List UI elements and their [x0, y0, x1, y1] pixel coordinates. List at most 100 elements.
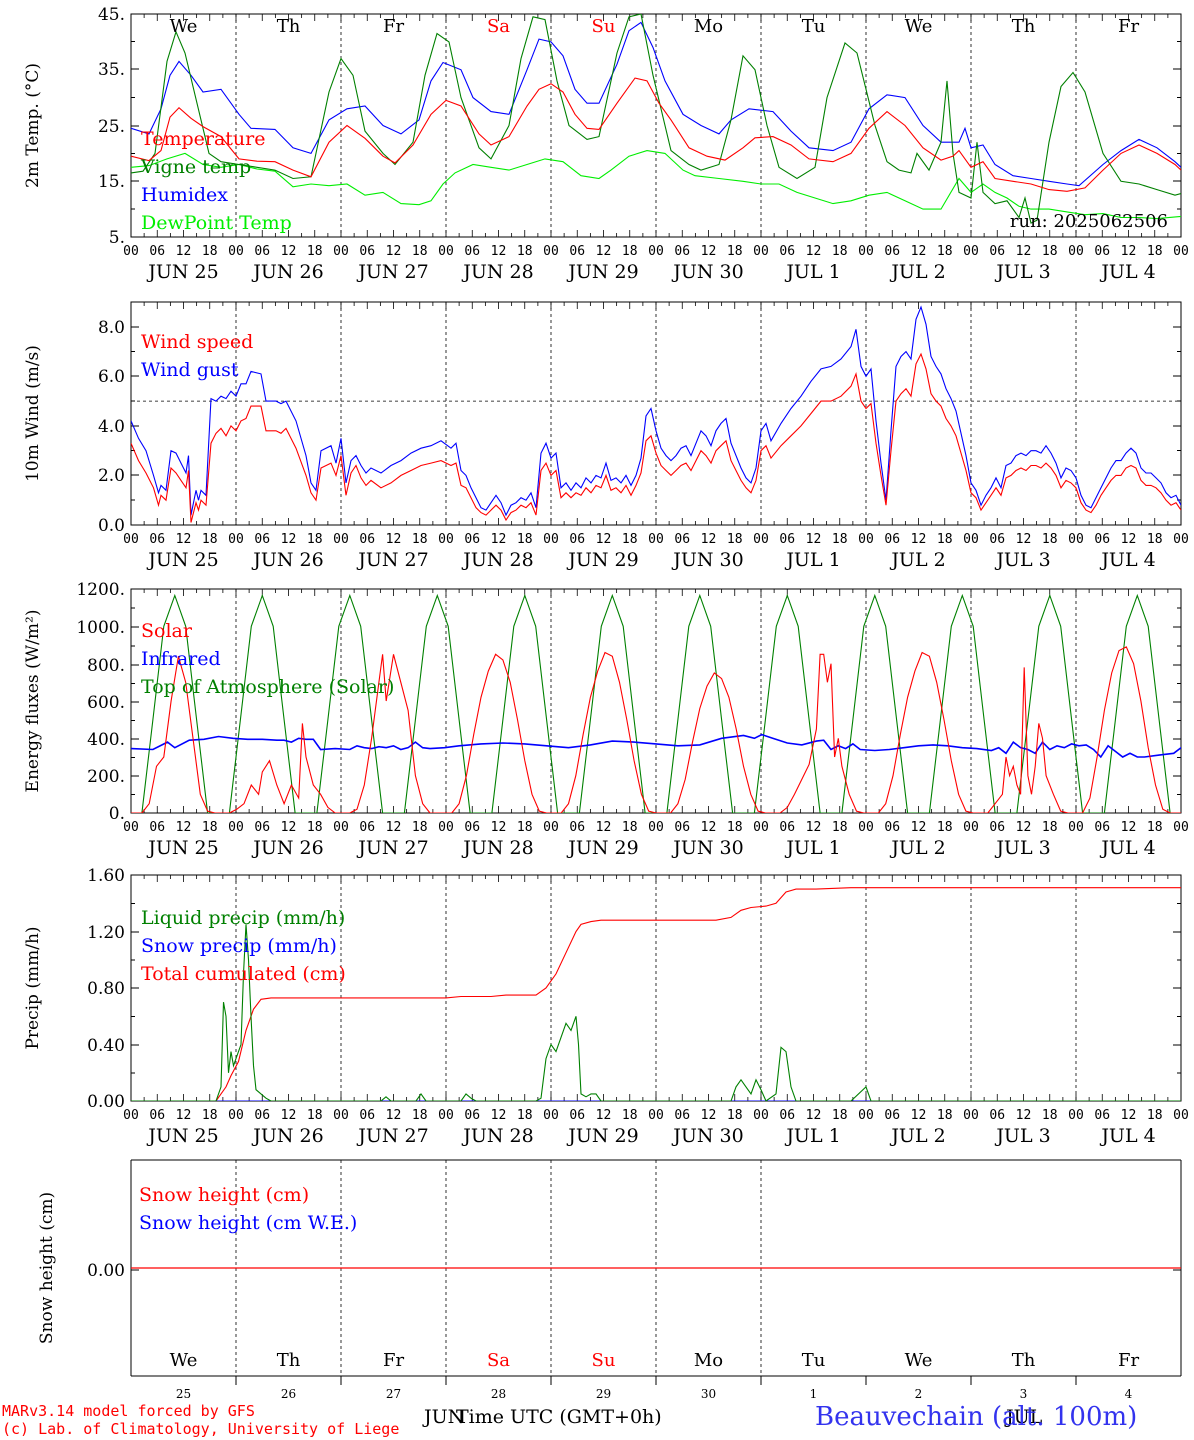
hour-label: 06	[569, 244, 585, 259]
hour-label: 06	[359, 1108, 375, 1123]
day-label: JUL 3	[994, 549, 1050, 571]
y-tick-label: 1000.	[76, 618, 125, 638]
hour-label: 00	[858, 244, 874, 259]
hour-label: 06	[359, 820, 375, 835]
series-line-total-cumulated-cm-	[131, 887, 1181, 1101]
hour-label: 18	[517, 820, 533, 835]
hour-label: 06	[1094, 244, 1110, 259]
hour-label: 12	[281, 1108, 297, 1123]
hour-label: 12	[491, 532, 507, 547]
panel-4: 1.60 1.20 0.80 0.40 0.00 Precip (mm/h) Liquid …	[23, 866, 1189, 1147]
day-label: JUL 4	[1099, 549, 1155, 571]
hour-label: 18	[412, 1108, 428, 1123]
day-number-label: 29	[596, 1387, 611, 1401]
y-tick-label: 1200.	[76, 580, 125, 600]
series-line-vigne-temp	[131, 14, 1181, 224]
weekday-label: Tu	[802, 1350, 826, 1371]
hour-label: 18	[202, 1108, 218, 1123]
day-label: JUN 30	[671, 837, 743, 859]
legend-label: Top of Atmosphere (Solar)	[141, 676, 394, 698]
day-label: JUL 2	[889, 837, 945, 859]
weekday-label: Mo	[694, 1350, 723, 1371]
hour-label: 00	[753, 820, 769, 835]
series-line-wind-speed	[131, 352, 1181, 523]
hour-label: 06	[884, 244, 900, 259]
hour-label: 12	[1121, 532, 1137, 547]
hour-label: 00	[858, 820, 874, 835]
series-line-humidex	[131, 21, 1181, 187]
day-label: JUL 1	[784, 1125, 840, 1147]
hour-label: 18	[307, 1108, 323, 1123]
hour-label: 06	[464, 532, 480, 547]
weekday-label: Th	[1012, 1350, 1036, 1371]
hour-label: 12	[701, 532, 717, 547]
day-label: JUN 26	[251, 261, 323, 283]
legend-label: Vigne temp	[140, 156, 251, 178]
series-group	[131, 887, 1181, 1101]
day-number-label: 30	[701, 1387, 716, 1401]
series-group	[131, 305, 1181, 523]
y-tick-label: 1.20	[87, 923, 125, 943]
hour-label: 12	[386, 820, 402, 835]
day-label: JUN 29	[566, 549, 638, 571]
day-label: JUN 25	[146, 261, 218, 283]
hour-label: 00	[228, 1108, 244, 1123]
y-axis-label: 10m Wind (m/s)	[23, 345, 43, 482]
legend-label: Snow height (cm)	[139, 1184, 309, 1206]
hour-label: 18	[727, 244, 743, 259]
panel-1: 45. 35. 25. 15. 5. 2m Temp. (°C) Temperature Vi…	[23, 5, 1189, 283]
weekday-label: Fr	[1118, 1350, 1139, 1371]
hour-label: 00	[648, 244, 664, 259]
hour-label: 06	[149, 244, 165, 259]
day-label: JUN 27	[356, 837, 428, 859]
legend-label: Solar	[141, 620, 193, 642]
weekday-label: Mo	[694, 16, 723, 37]
hour-label: 06	[779, 820, 795, 835]
hour-label: 00	[228, 532, 244, 547]
hour-label: 06	[884, 820, 900, 835]
hour-label: 00	[123, 244, 139, 259]
hour-label: 12	[1016, 1108, 1032, 1123]
hour-label: 06	[569, 532, 585, 547]
hour-label: 00	[123, 532, 139, 547]
day-number-label: 2	[915, 1387, 923, 1401]
series-line-infrared	[131, 733, 1181, 759]
hour-label: 18	[1042, 820, 1058, 835]
hour-label: 12	[491, 244, 507, 259]
legend-label: Snow height (cm W.E.)	[139, 1212, 357, 1234]
day-label: JUN 26	[251, 1125, 323, 1147]
hour-label: 06	[569, 1108, 585, 1123]
hour-label: 12	[806, 532, 822, 547]
hour-label: 00	[543, 1108, 559, 1123]
y-tick-label: 15.	[98, 172, 125, 192]
hour-label: 12	[596, 1108, 612, 1123]
hour-label: 00	[1068, 820, 1084, 835]
day-number-label: 28	[491, 1387, 506, 1401]
day-label: JUN 26	[251, 837, 323, 859]
hour-label: 00	[753, 244, 769, 259]
hour-label: 06	[464, 820, 480, 835]
series-line-solar	[131, 646, 1181, 813]
hour-label: 06	[779, 1108, 795, 1123]
credit-line-1: MARv3.14 model forced by GFS	[2, 1402, 255, 1420]
hour-label: 12	[1121, 244, 1137, 259]
day-number-label: 27	[386, 1387, 401, 1401]
hour-label: 06	[674, 820, 690, 835]
hour-label: 18	[412, 820, 428, 835]
hour-label: 06	[989, 532, 1005, 547]
day-label: JUL 4	[1099, 261, 1155, 283]
hour-label: 12	[176, 820, 192, 835]
hour-label: 06	[884, 1108, 900, 1123]
legend-label: Humidex	[141, 184, 228, 206]
hour-label: 00	[963, 1108, 979, 1123]
y-tick-label: 200.	[87, 767, 125, 787]
day-label: JUN 29	[566, 837, 638, 859]
hour-label: 06	[779, 532, 795, 547]
hour-label: 00	[333, 532, 349, 547]
month-label-jun: JUN	[424, 1406, 465, 1428]
hour-label: 12	[701, 820, 717, 835]
day-label: JUL 3	[994, 837, 1050, 859]
panel-frame	[130, 301, 1182, 526]
weekday-label: Sa	[487, 16, 510, 37]
hour-label: 12	[1016, 820, 1032, 835]
